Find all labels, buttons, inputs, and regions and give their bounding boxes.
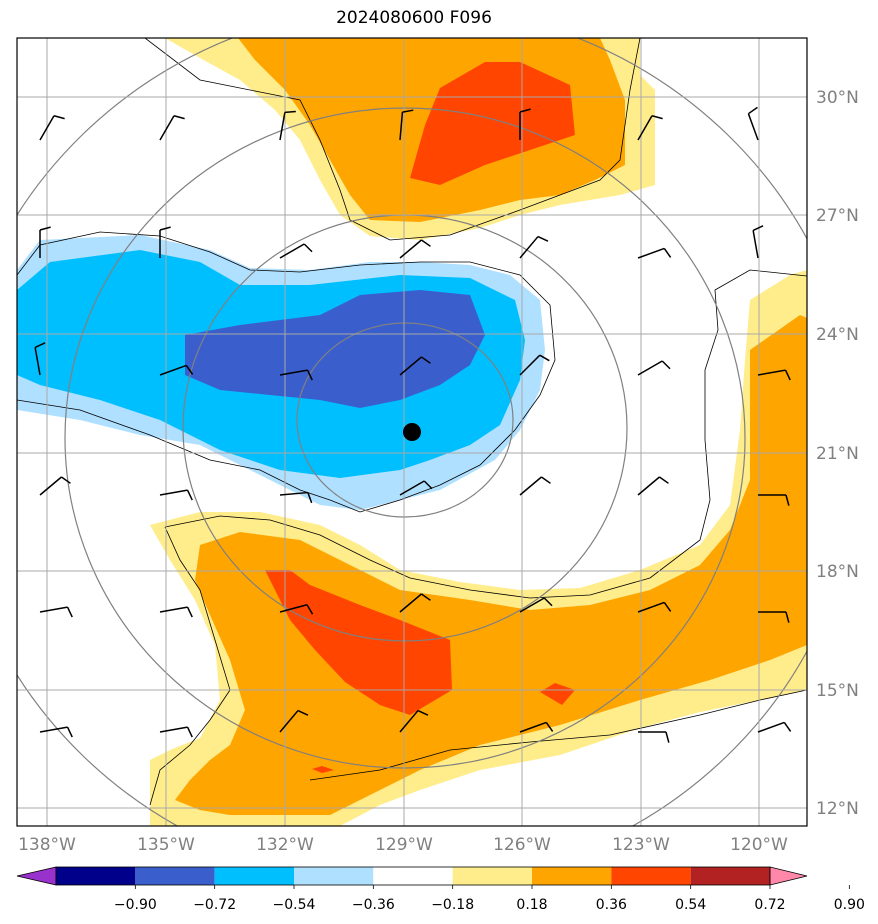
wind-barb: [758, 494, 790, 506]
wind-barb: [159, 606, 193, 618]
wind-barb: [747, 106, 759, 141]
wind-barb: [399, 709, 429, 733]
latitude-labels: 12°N 15°N 18°N 21°N 24°N 27°N 30°N: [816, 88, 859, 819]
central-negative-region: [17, 235, 545, 510]
wind-barb: [399, 356, 431, 376]
wind-barb: [159, 726, 193, 738]
graticule: [17, 38, 807, 826]
longitude-labels: 138°W 135°W 132°W 129°W 126°W 123°W 120°W: [18, 835, 788, 855]
map-title: 2024080600 F096: [336, 8, 492, 28]
storm-center-marker: [403, 423, 421, 441]
wind-barb: [758, 611, 790, 623]
lat-tick-label: 24°N: [816, 325, 859, 345]
wind-barb: [39, 606, 73, 618]
wind-barb: [637, 247, 672, 259]
colorbar-tick-label: 0.72: [754, 897, 785, 913]
lon-tick-label: 120°W: [730, 835, 788, 855]
wind-barb: [159, 115, 185, 141]
colorbar-tick-label: 0.36: [596, 897, 627, 913]
lat-tick-label: 18°N: [816, 562, 859, 582]
wind-barb: [399, 593, 431, 613]
wind-barb: [752, 225, 764, 259]
wind-barb: [519, 476, 551, 496]
wind-barb: [519, 235, 549, 259]
colorbar-swatch: [294, 867, 374, 885]
lon-tick-label: 135°W: [137, 835, 195, 855]
wind-barbs: [34, 106, 792, 743]
wind-barb: [39, 115, 65, 141]
lon-tick-label: 129°W: [375, 835, 433, 855]
colorbar-tick-label: −0.90: [114, 897, 157, 913]
colorbar-max-extend: [769, 866, 808, 886]
colorbar-swatch: [452, 867, 532, 885]
wind-barb: [279, 709, 309, 733]
colorbar-swatch: [532, 867, 612, 885]
colorbar-tick-label: −0.72: [193, 897, 236, 913]
wind-barb: [637, 476, 669, 496]
wind-barb: [279, 243, 313, 259]
lon-tick-label: 126°W: [493, 835, 551, 855]
colorbar-tick-label: 0.18: [516, 897, 547, 913]
colorbar-tick-label: −0.18: [431, 897, 474, 913]
wind-barb: [159, 364, 194, 376]
wind-barb: [39, 226, 51, 258]
map-frame: [16, 37, 808, 827]
wind-barb: [637, 115, 663, 141]
colorbar-tick-label: −0.36: [352, 897, 395, 913]
colorbar-tick-label: 0.90: [834, 897, 865, 913]
colorbar-swatch: [135, 867, 215, 885]
wind-barb: [399, 109, 414, 141]
northern-positive-region: [165, 38, 655, 240]
wind-barb: [757, 721, 792, 733]
wind-barb: [519, 597, 553, 613]
wind-barb: [637, 360, 671, 376]
lat-tick-label: 30°N: [816, 88, 859, 108]
wind-barb: [519, 108, 531, 140]
lon-tick-label: 123°W: [612, 835, 670, 855]
lat-tick-label: 15°N: [816, 681, 859, 701]
colorbar-min-extend: [16, 866, 57, 886]
colorbar-swatch: [56, 867, 136, 885]
lon-tick-label: 138°W: [18, 835, 76, 855]
lat-tick-label: 27°N: [816, 206, 859, 226]
wind-barb: [279, 110, 296, 141]
colorbar-tick-label: 0.54: [675, 897, 706, 913]
lat-tick-label: 21°N: [816, 444, 859, 464]
wind-barb: [159, 226, 171, 258]
wind-barb: [638, 731, 670, 743]
wind-barb: [399, 480, 433, 496]
wind-barb: [39, 726, 73, 738]
wind-barb: [34, 342, 46, 376]
colorbar-swatch: [690, 867, 770, 885]
colorbar-swatch: [373, 867, 453, 885]
wind-barb: [279, 491, 313, 504]
wind-barb: [159, 489, 193, 501]
colorbar: −0.90 −0.72 −0.54 −0.36 −0.18 0.18 0.36 0.54 0.7…: [16, 866, 865, 913]
lon-tick-label: 132°W: [256, 835, 314, 855]
colorbar-swatch: [214, 867, 294, 885]
wind-barb: [519, 354, 550, 376]
wind-barb: [39, 476, 71, 496]
wind-barb: [637, 601, 672, 613]
wind-barb: [279, 369, 313, 381]
wind-barb: [757, 369, 791, 381]
lat-tick-label: 12°N: [816, 799, 859, 819]
colorbar-tick-label: −0.54: [273, 897, 316, 913]
wind-barb: [399, 239, 431, 259]
colorbar-swatch: [611, 867, 691, 885]
wind-barb: [519, 721, 554, 733]
wind-barb: [279, 604, 314, 615]
